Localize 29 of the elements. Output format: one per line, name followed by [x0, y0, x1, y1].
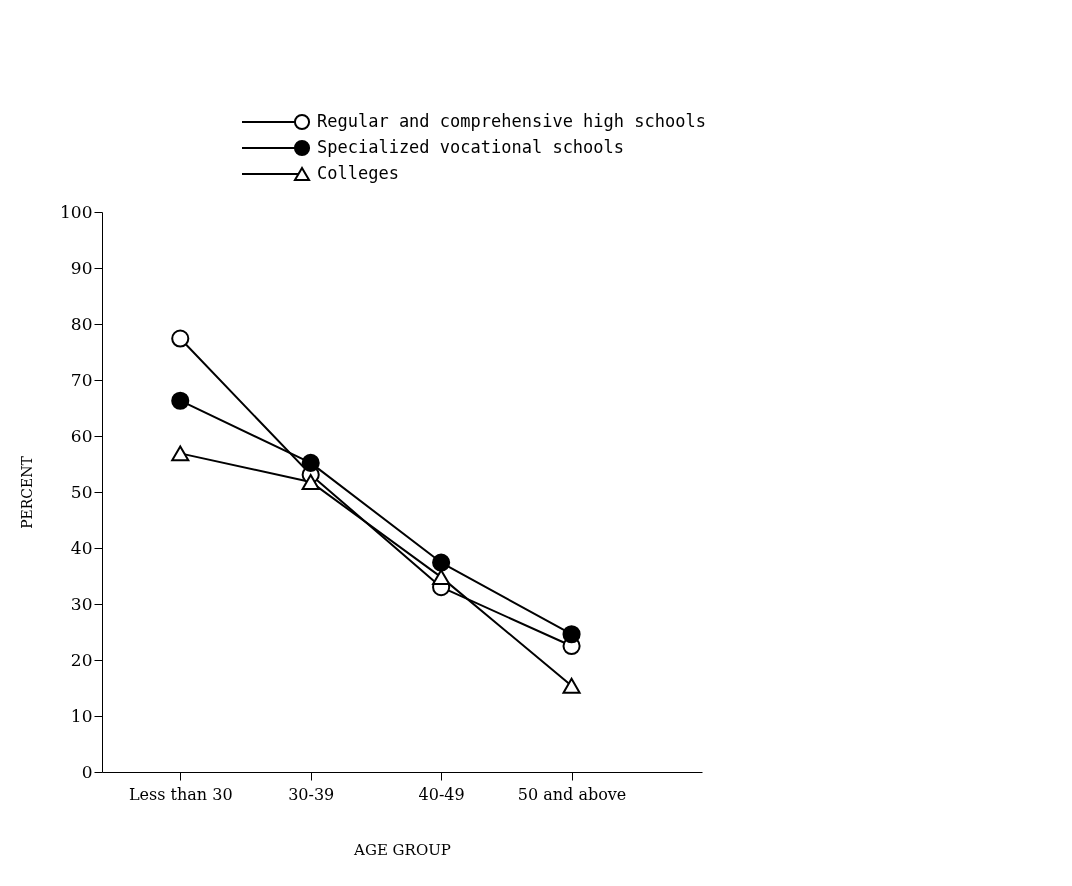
x-tick-label: 30-39 [288, 784, 335, 804]
y-tick-label: 20 [70, 649, 93, 670]
y-tick-label: 50 [70, 481, 93, 502]
x-tick-label: Less than 30 [128, 784, 233, 804]
x-axis-title: AGE GROUP [353, 840, 451, 859]
point [562, 625, 581, 644]
y-tick-label: 40 [70, 537, 93, 558]
x-tick-label: 40-49 [418, 784, 465, 804]
legend-label: Regular and comprehensive high schools [317, 111, 706, 131]
point [432, 553, 451, 572]
y-tick-label: 30 [70, 593, 93, 614]
point [171, 329, 190, 348]
y-tick-label: 60 [70, 425, 93, 446]
point [432, 569, 451, 586]
point [301, 453, 320, 472]
x-tick-label: 50 and above [517, 784, 627, 804]
legend-label: Specialized vocational schools [317, 137, 625, 157]
point [301, 473, 320, 490]
y-tick-label: 70 [70, 369, 93, 390]
y-tick-label: 80 [70, 313, 93, 334]
y-tick-label: 10 [70, 705, 93, 726]
y-tick-label: 90 [70, 257, 93, 278]
y-tick-label: 100 [60, 201, 93, 222]
legend-label: Colleges [317, 163, 399, 183]
y-tick-label: 0 [81, 761, 93, 782]
point [171, 391, 190, 410]
point [562, 677, 581, 694]
point [171, 445, 190, 462]
y-axis-title: PERCENT [19, 455, 36, 529]
